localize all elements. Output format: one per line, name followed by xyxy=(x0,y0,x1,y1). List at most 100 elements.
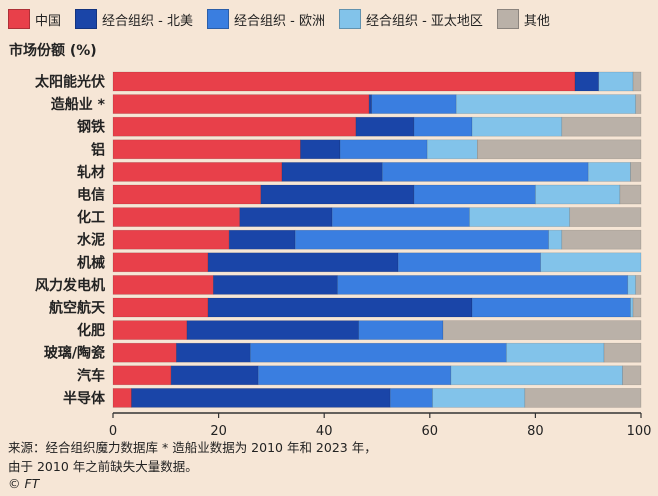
bar-segment-eu xyxy=(413,116,473,137)
bar-segment-na xyxy=(228,229,296,250)
bar-segment-china xyxy=(112,184,262,205)
bar-segment-ap xyxy=(432,388,526,408)
legend-label-eu: 经合组织 - 欧洲 xyxy=(233,13,325,29)
x-tick-label: 80 xyxy=(527,424,544,436)
bar-segment-other xyxy=(632,71,642,92)
bar-segment-eu xyxy=(257,365,452,386)
legend-swatch-other xyxy=(496,9,519,29)
credit: © FT xyxy=(8,476,40,491)
bar-segment-ap xyxy=(548,229,563,250)
legend-item-2: 经合组织 - 欧洲 xyxy=(206,9,325,29)
bar-segment-na xyxy=(260,184,415,205)
bar-segment-china xyxy=(112,388,132,408)
bar-segment-china xyxy=(112,342,177,363)
bar-segment-ap xyxy=(630,297,634,318)
bar-segment-na xyxy=(213,275,338,295)
legend-swatch-eu xyxy=(206,9,229,29)
bar-segment-ap xyxy=(540,252,642,273)
bar-segment-ap xyxy=(598,71,634,92)
bar-segment-ap xyxy=(426,139,478,160)
bar-segment-eu xyxy=(337,275,629,295)
bar-segment-na xyxy=(131,388,391,408)
category-label: 电信 xyxy=(77,187,105,204)
bar-segment-china xyxy=(112,162,283,182)
category-label: 航空航天 xyxy=(49,300,106,317)
source-note: 来源：经合组织魔力数据库 * 造船业数据为 2010 年和 2023 年， 由于… xyxy=(8,438,377,476)
bar-segment-na xyxy=(186,320,359,340)
bar-segment-eu xyxy=(358,320,444,340)
x-tick-label: 60 xyxy=(422,424,439,436)
bar-segment-ap xyxy=(455,94,637,114)
bar-segment-na xyxy=(300,139,341,160)
x-tick-label: 100 xyxy=(627,424,652,436)
bar-segment-na xyxy=(574,71,600,92)
bar-segment-china xyxy=(112,71,576,92)
category-label: 轧材 xyxy=(77,164,105,181)
bar-segment-eu xyxy=(413,184,536,205)
source-line-1: 来源：经合组织魔力数据库 * 造船业数据为 2010 年和 2023 年， xyxy=(8,440,377,455)
bar-segment-other xyxy=(632,297,642,318)
bar-segment-other xyxy=(561,229,642,250)
bar-segment-china xyxy=(112,365,172,386)
category-label: 机械 xyxy=(77,254,105,271)
bar-segment-eu xyxy=(339,139,428,160)
bar-segment-china xyxy=(112,252,209,273)
bar-segment-eu xyxy=(397,252,541,273)
bar-segment-eu xyxy=(389,388,433,408)
bar-segment-other xyxy=(619,184,642,205)
legend-swatch-na xyxy=(75,9,98,29)
bar-segment-na xyxy=(368,94,373,114)
legend-label-other: 其他 xyxy=(523,13,550,29)
bar-segment-ap xyxy=(587,162,631,182)
bar-segment-other xyxy=(477,139,642,160)
bar-segment-ap xyxy=(535,184,621,205)
bar-segment-china xyxy=(112,297,209,318)
legend-label-na: 经合组织 - 北美 xyxy=(102,13,193,29)
bar-segment-other xyxy=(622,365,642,386)
bar-segment-china xyxy=(112,229,230,250)
category-label: 水泥 xyxy=(77,232,105,249)
bar-segment-other xyxy=(442,320,642,340)
x-tick-label: 40 xyxy=(316,424,333,436)
category-label: 玻璃/陶瓷 xyxy=(44,345,105,362)
bar-segment-na xyxy=(207,252,399,273)
legend-swatch-china xyxy=(8,9,30,29)
bar-segment-ap xyxy=(469,207,571,227)
source-line-2: 由于 2010 年之前缺失大量数据。 xyxy=(8,459,198,474)
bar-segment-china xyxy=(112,207,241,227)
bar-segment-eu xyxy=(294,229,549,250)
bar-segment-ap xyxy=(471,116,563,137)
category-label: 汽车 xyxy=(77,367,105,384)
bar-segment-na xyxy=(239,207,333,227)
bar-segment-other xyxy=(561,116,642,137)
category-label: 半导体 xyxy=(63,390,106,407)
legend: 中国 经合组织 - 北美 经合组织 - 欧洲 经合组织 - 亚太地区 其他 xyxy=(8,6,658,32)
bar-segment-china xyxy=(112,116,357,137)
category-label: 铝 xyxy=(91,141,105,158)
bar-segment-ap xyxy=(627,275,637,295)
x-tick-label: 0 xyxy=(109,424,117,436)
bar-segment-eu xyxy=(471,297,631,318)
bar-segment-other xyxy=(569,207,642,227)
bar-segment-china xyxy=(112,275,214,295)
bar-segment-china xyxy=(112,320,188,340)
category-label: 太阳能光伏 xyxy=(35,74,105,91)
bar-segment-eu xyxy=(371,94,457,114)
bar-segment-eu xyxy=(249,342,507,363)
legend-label-ap: 经合组织 - 亚太地区 xyxy=(365,13,483,29)
bar-segment-na xyxy=(281,162,383,182)
x-tick-label: 20 xyxy=(210,424,227,436)
bar-segment-na xyxy=(170,365,259,386)
category-label: 风力发电机 xyxy=(35,277,105,294)
bar-segment-china xyxy=(112,139,301,160)
bar-segment-ap xyxy=(506,342,605,363)
bar-segment-other xyxy=(630,162,642,182)
bar-segment-other xyxy=(524,388,642,408)
legend-label-china: 中国 xyxy=(35,13,62,29)
bar-segment-other xyxy=(635,275,642,295)
legend-swatch-ap xyxy=(338,9,361,29)
bar-segment-na xyxy=(176,342,251,363)
bar-segment-na xyxy=(355,116,415,137)
legend-item-3: 经合组织 - 亚太地区 xyxy=(338,9,483,29)
